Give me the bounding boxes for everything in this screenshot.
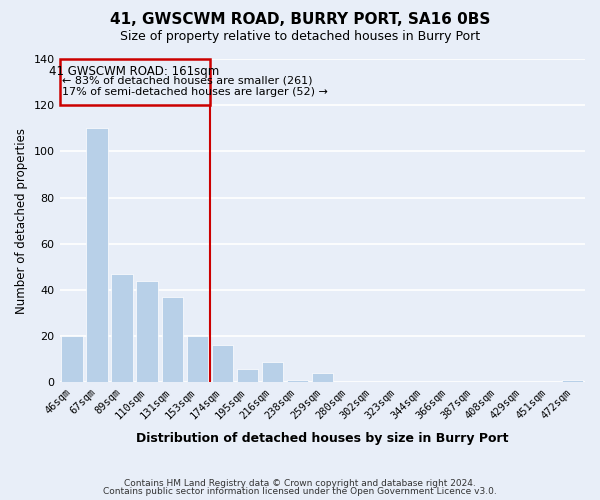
FancyBboxPatch shape: [59, 59, 209, 105]
Bar: [61, 336, 83, 382]
Bar: [262, 362, 283, 382]
Text: 41 GWSCWM ROAD: 161sqm: 41 GWSCWM ROAD: 161sqm: [49, 65, 220, 78]
Y-axis label: Number of detached properties: Number of detached properties: [15, 128, 28, 314]
Bar: [287, 380, 308, 382]
Bar: [212, 346, 233, 383]
Text: 41, GWSCWM ROAD, BURRY PORT, SA16 0BS: 41, GWSCWM ROAD, BURRY PORT, SA16 0BS: [110, 12, 490, 28]
Bar: [236, 368, 258, 382]
Text: Size of property relative to detached houses in Burry Port: Size of property relative to detached ho…: [120, 30, 480, 43]
Text: Contains public sector information licensed under the Open Government Licence v3: Contains public sector information licen…: [103, 487, 497, 496]
Bar: [86, 128, 108, 382]
Bar: [311, 373, 333, 382]
Text: Contains HM Land Registry data © Crown copyright and database right 2024.: Contains HM Land Registry data © Crown c…: [124, 478, 476, 488]
Bar: [112, 274, 133, 382]
Bar: [136, 281, 158, 382]
Text: ← 83% of detached houses are smaller (261): ← 83% of detached houses are smaller (26…: [62, 75, 313, 85]
X-axis label: Distribution of detached houses by size in Burry Port: Distribution of detached houses by size …: [136, 432, 509, 445]
Text: 17% of semi-detached houses are larger (52) →: 17% of semi-detached houses are larger (…: [62, 86, 328, 97]
Bar: [161, 297, 183, 382]
Bar: [562, 380, 583, 382]
Bar: [187, 336, 208, 382]
